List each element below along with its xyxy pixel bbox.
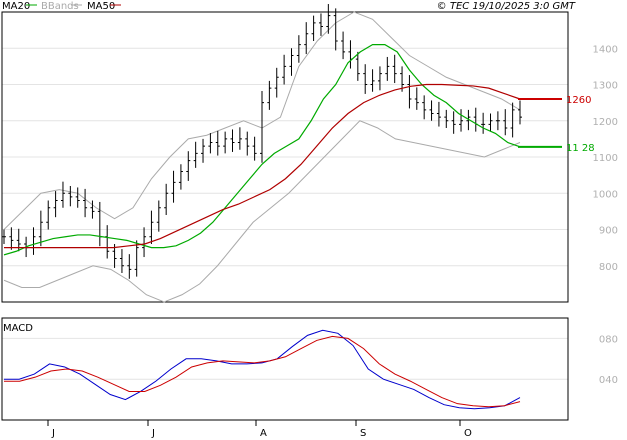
signal-line <box>4 335 521 408</box>
copyright-text: © TEC 19/10/2025 3:0 GMT <box>437 1 576 12</box>
ma50-line <box>4 83 521 249</box>
x-tick-label: S <box>360 428 366 439</box>
x-tick-label: J <box>51 428 55 439</box>
ma20-marker-label: 11 28 <box>566 143 595 154</box>
legend: MA20 BBands MA50 <box>2 1 121 12</box>
y-tick-label: 800 <box>599 262 618 273</box>
macd-panel-label: MACD <box>3 323 33 334</box>
y-tick-label: 1200 <box>593 117 618 128</box>
macd-panel-frame <box>1 317 569 421</box>
ma50-marker-label: 1260 <box>566 95 591 106</box>
macd-grid <box>2 337 568 380</box>
legend-bbands-label: BBands <box>41 1 79 12</box>
price-bars <box>2 4 522 279</box>
ma20-line <box>3 44 521 256</box>
y-tick-label: 1000 <box>593 189 618 200</box>
x-tick-label: O <box>464 428 472 439</box>
price-markers: 1260 11 28 <box>518 95 595 154</box>
ma-lines <box>3 44 521 256</box>
macd-y-tick-label: 040 <box>599 375 618 386</box>
main-panel-frame <box>1 11 569 303</box>
main-grid <box>2 47 568 267</box>
y-tick-label: 900 <box>599 226 618 237</box>
y-tick-label: 1100 <box>593 153 618 164</box>
y-tick-label: 1300 <box>593 81 618 92</box>
x-tick-label: J <box>151 428 155 439</box>
legend-ma20-label: MA20 <box>2 1 30 12</box>
main-y-ticks: 800 900 1000 1100 1200 1300 1400 <box>593 44 618 273</box>
macd-line <box>4 329 521 410</box>
x-tick-label: A <box>260 428 267 439</box>
y-tick-label: 1400 <box>593 44 618 55</box>
legend-ma50-label: MA50 <box>87 1 115 12</box>
bband-line <box>3 120 521 303</box>
macd-lines <box>4 329 521 410</box>
macd-y-tick-label: 080 <box>599 334 618 345</box>
macd-y-ticks: 040 080 <box>599 334 618 386</box>
